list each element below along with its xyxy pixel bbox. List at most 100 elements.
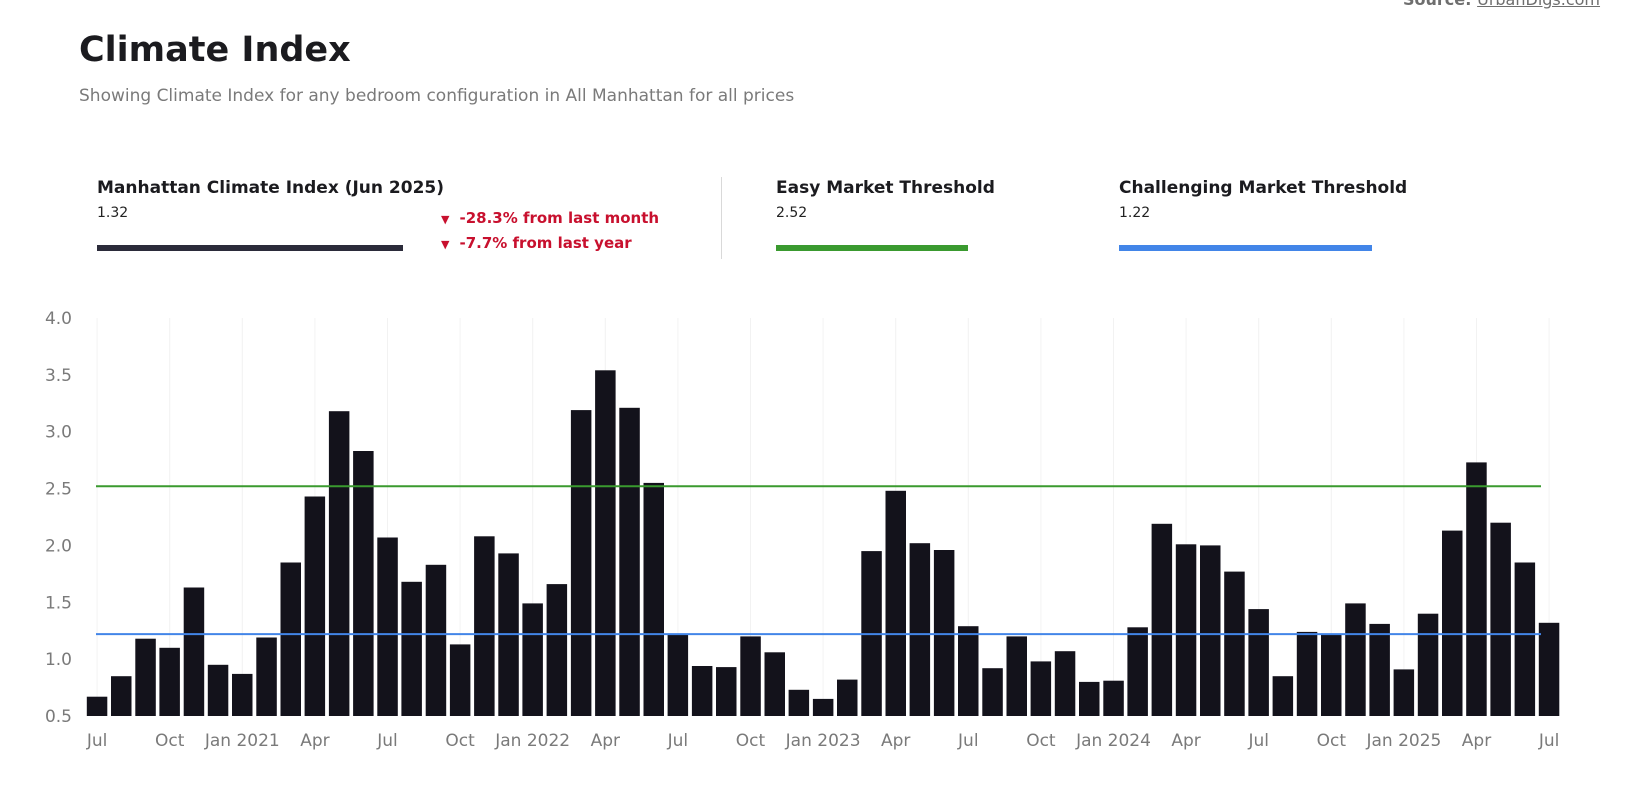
- bar[interactable]: [207, 664, 229, 716]
- bar[interactable]: [570, 410, 592, 716]
- bar[interactable]: [1466, 462, 1487, 716]
- x-tick-label: Jul: [86, 731, 108, 751]
- bar[interactable]: [1345, 603, 1366, 716]
- x-tick-label: Apr: [300, 731, 329, 751]
- x-tick-label: Jul: [667, 731, 689, 751]
- x-tick-label: Oct: [1026, 731, 1056, 751]
- x-tick-label: Jul: [957, 731, 979, 751]
- bar[interactable]: [1127, 627, 1148, 716]
- bar[interactable]: [1417, 613, 1439, 716]
- bar[interactable]: [183, 587, 205, 717]
- bar[interactable]: [982, 668, 1003, 716]
- change-year: ▼ -7.7% from last year: [441, 234, 632, 252]
- bar[interactable]: [86, 696, 108, 716]
- bar[interactable]: [1538, 622, 1560, 716]
- bar[interactable]: [1054, 651, 1076, 716]
- y-tick-label: 0.5: [45, 707, 72, 727]
- down-triangle-icon: ▼: [441, 213, 450, 226]
- source-label: Source:: [1403, 0, 1472, 9]
- bar[interactable]: [328, 411, 350, 716]
- bar[interactable]: [885, 490, 907, 716]
- bar[interactable]: [1272, 676, 1294, 716]
- change-year-text: -7.7% from last year: [459, 234, 632, 252]
- source-link[interactable]: UrbanDigs.com: [1477, 0, 1600, 9]
- y-tick-label: 4.0: [45, 309, 72, 329]
- x-tick-label: Jul: [1247, 731, 1269, 751]
- bar[interactable]: [1224, 571, 1245, 716]
- bar[interactable]: [837, 679, 858, 716]
- bar[interactable]: [111, 676, 132, 716]
- bar[interactable]: [1296, 631, 1318, 716]
- x-tick-label: Jul: [1538, 731, 1560, 751]
- x-tick-label: Oct: [1317, 731, 1347, 751]
- bar[interactable]: [546, 584, 568, 716]
- bar[interactable]: [595, 370, 616, 716]
- y-tick-label: 2.5: [45, 480, 72, 500]
- chart-subtitle: Showing Climate Index for any bedroom co…: [79, 86, 795, 106]
- x-tick-label: Apr: [1462, 731, 1491, 751]
- bar[interactable]: [280, 562, 302, 717]
- y-tick-label: 1.5: [45, 593, 72, 613]
- bar[interactable]: [522, 603, 543, 716]
- bar[interactable]: [232, 673, 253, 716]
- bar[interactable]: [353, 451, 374, 716]
- bar[interactable]: [1103, 680, 1124, 716]
- bar[interactable]: [1442, 530, 1463, 716]
- stats-divider: [721, 177, 722, 259]
- bar[interactable]: [474, 536, 495, 716]
- x-tick-label: Oct: [445, 731, 475, 751]
- easy-threshold-value: 2.52: [776, 205, 808, 221]
- bar[interactable]: [958, 626, 979, 716]
- climate-index-label: Manhattan Climate Index (Jun 2025): [97, 178, 445, 198]
- bar[interactable]: [667, 634, 689, 716]
- bar[interactable]: [1079, 681, 1100, 716]
- bar[interactable]: [643, 482, 665, 716]
- threshold-lines: [96, 485, 1541, 636]
- challenging-threshold-label: Challenging Market Threshold: [1119, 178, 1408, 198]
- bar[interactable]: [377, 537, 398, 717]
- x-tick-label: Apr: [591, 731, 620, 751]
- x-tick-label: Jan 2023: [785, 731, 861, 751]
- y-tick-label: 3.0: [45, 423, 72, 443]
- x-tick-label: Jan 2021: [204, 731, 280, 751]
- bar[interactable]: [1200, 545, 1221, 716]
- bar[interactable]: [1490, 522, 1511, 716]
- bar[interactable]: [740, 636, 761, 716]
- bar[interactable]: [1514, 562, 1536, 717]
- bar[interactable]: [449, 644, 471, 716]
- bar[interactable]: [764, 652, 786, 716]
- bar[interactable]: [159, 647, 180, 716]
- bar[interactable]: [909, 543, 931, 716]
- bar[interactable]: [135, 638, 156, 716]
- bar[interactable]: [812, 698, 834, 716]
- bar[interactable]: [691, 666, 713, 716]
- climate-index-swatch: [97, 245, 403, 251]
- bar[interactable]: [716, 667, 737, 716]
- bar[interactable]: [1030, 661, 1052, 716]
- x-tick-label: Jan 2022: [494, 731, 570, 751]
- change-month: ▼ -28.3% from last month: [441, 209, 659, 227]
- bar[interactable]: [401, 581, 422, 716]
- y-tick-label: 3.5: [45, 366, 72, 386]
- bar[interactable]: [425, 564, 447, 716]
- bar[interactable]: [1175, 544, 1197, 716]
- bar[interactable]: [1369, 623, 1390, 716]
- bar[interactable]: [304, 496, 326, 717]
- challenging-threshold-swatch: [1119, 245, 1372, 251]
- y-tick-label: 2.0: [45, 536, 72, 556]
- down-triangle-icon: ▼: [441, 238, 450, 251]
- bar[interactable]: [1006, 636, 1028, 716]
- bar[interactable]: [256, 637, 277, 717]
- bar[interactable]: [933, 550, 955, 716]
- x-tick-label: Jan 2024: [1075, 731, 1151, 751]
- bar[interactable]: [619, 407, 640, 716]
- chart-title: Climate Index: [79, 30, 351, 70]
- easy-threshold-label: Easy Market Threshold: [776, 178, 995, 198]
- bar[interactable]: [788, 689, 810, 716]
- bar[interactable]: [1321, 634, 1342, 716]
- x-tick-label: Oct: [155, 731, 185, 751]
- source-attribution: Source: UrbanDigs.com: [1403, 0, 1600, 9]
- bar[interactable]: [1248, 609, 1269, 716]
- bar[interactable]: [1151, 523, 1173, 716]
- bar[interactable]: [1393, 669, 1415, 716]
